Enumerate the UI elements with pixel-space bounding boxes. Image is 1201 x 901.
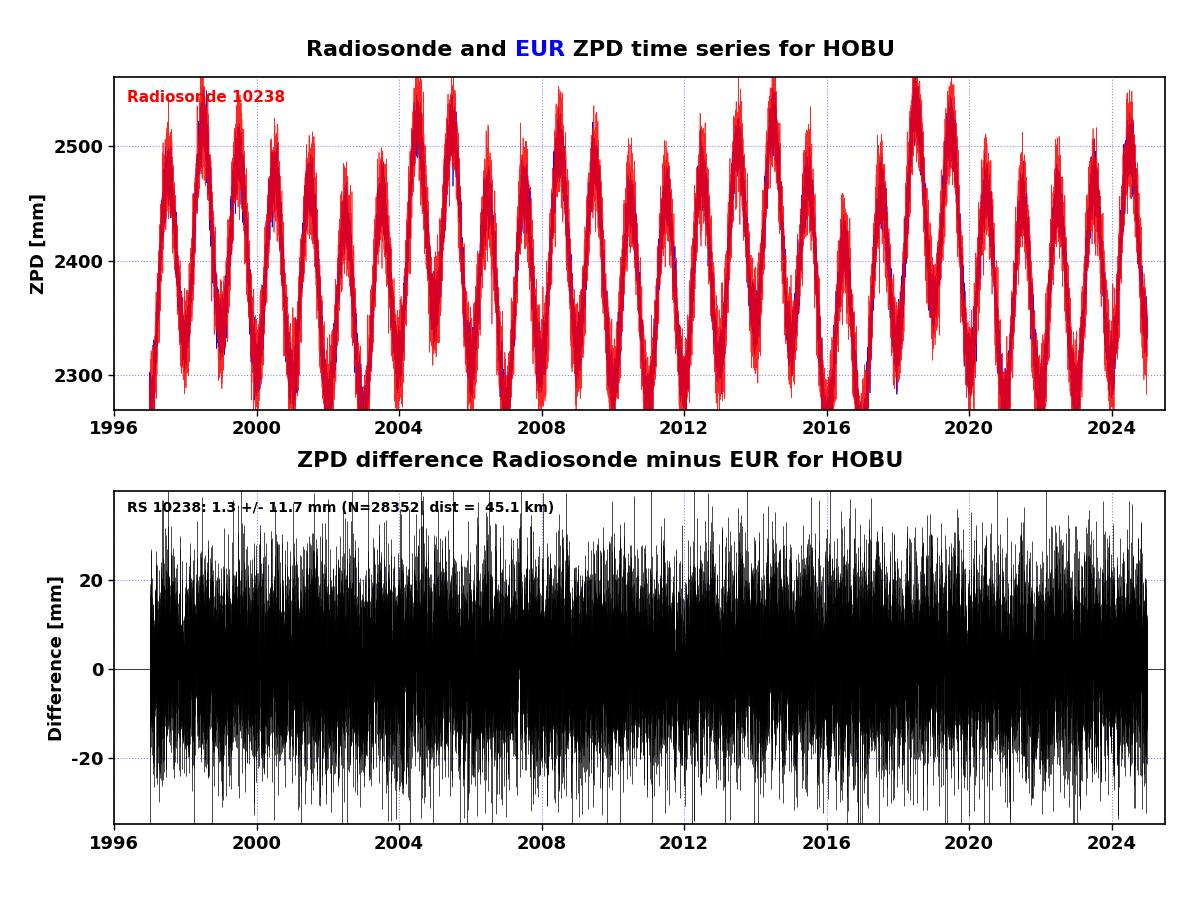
Text: Radiosonde 10238: Radiosonde 10238: [127, 90, 285, 105]
Text: ZPD difference Radiosonde minus EUR for HOBU: ZPD difference Radiosonde minus EUR for …: [298, 451, 903, 471]
Y-axis label: ZPD [mm]: ZPD [mm]: [30, 193, 48, 294]
Text: RS 10238: 1.3 +/- 11.7 mm (N=28352| dist =  45.1 km): RS 10238: 1.3 +/- 11.7 mm (N=28352| dist…: [127, 501, 554, 515]
Text: ZPD time series for HOBU: ZPD time series for HOBU: [564, 40, 895, 59]
Y-axis label: Difference [mm]: Difference [mm]: [48, 575, 66, 741]
Text: EUR: EUR: [515, 40, 564, 59]
Text: Radiosonde and: Radiosonde and: [306, 40, 515, 59]
